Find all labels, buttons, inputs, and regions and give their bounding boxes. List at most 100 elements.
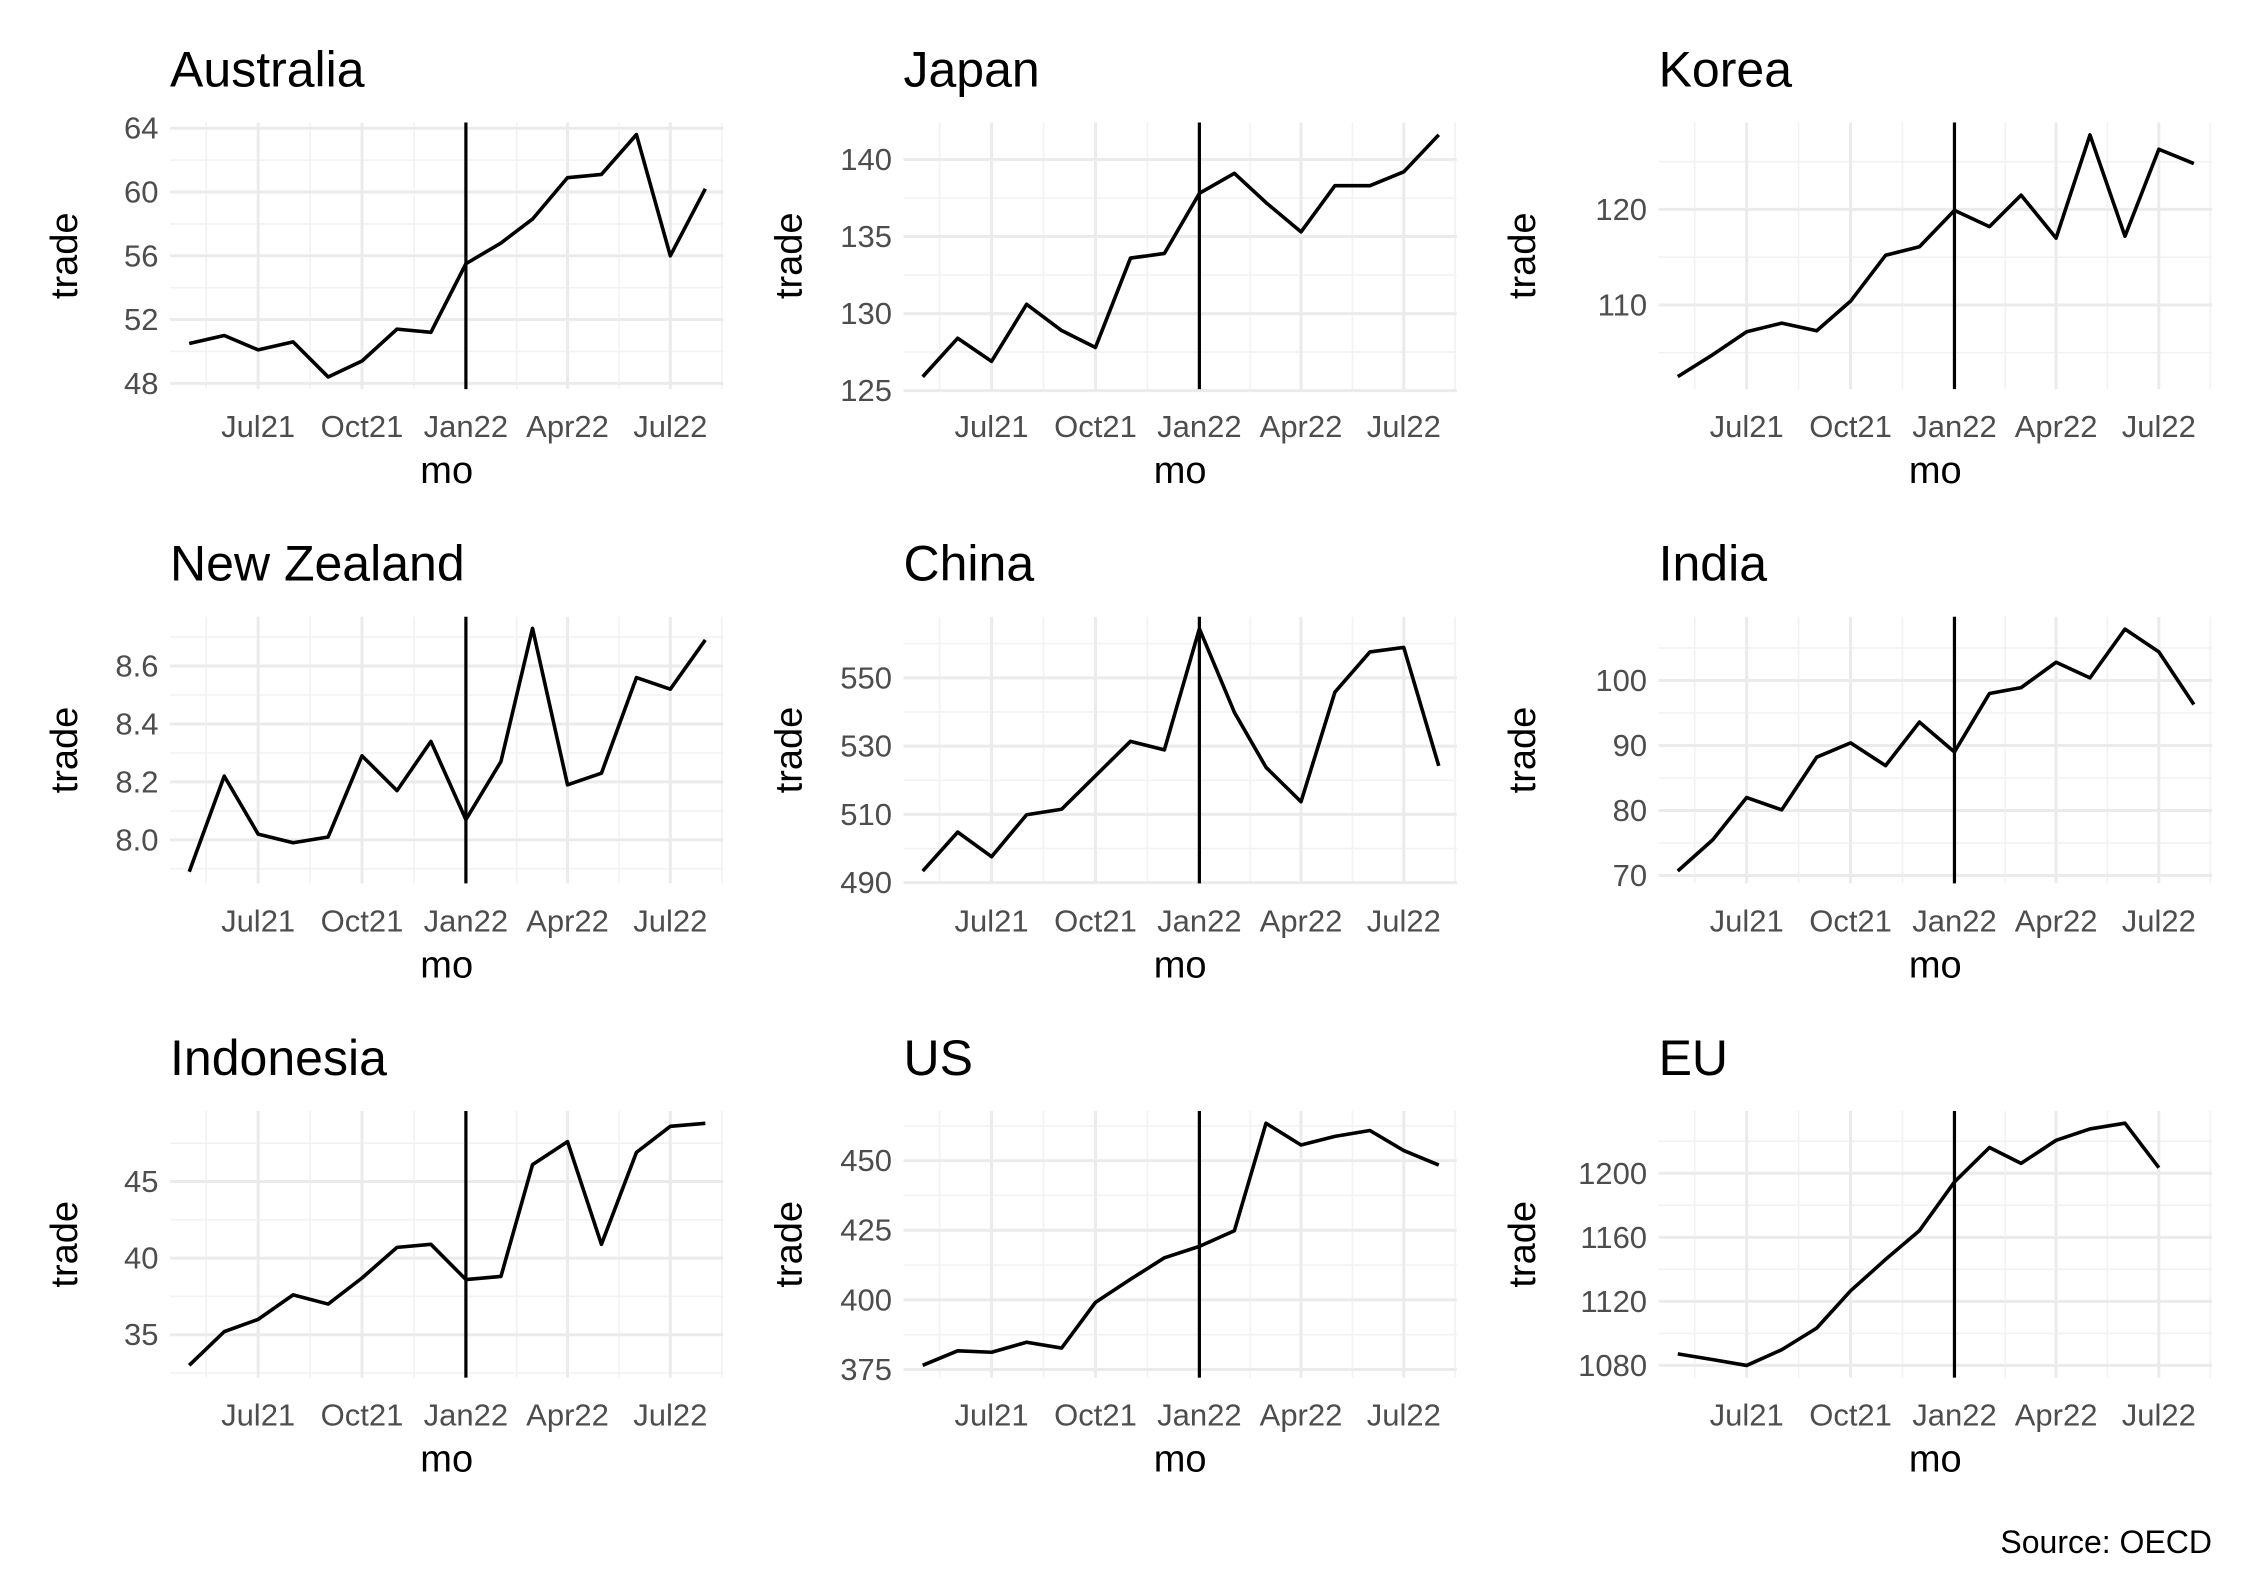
x-tick-label: Oct21 xyxy=(1054,1398,1137,1433)
y-tick-label: 40 xyxy=(124,1241,158,1276)
x-axis-title: mo xyxy=(1154,944,1207,986)
y-tick-label: 140 xyxy=(840,142,892,177)
x-tick-label: Jul21 xyxy=(955,1398,1029,1433)
x-axis-title: mo xyxy=(1154,1439,1207,1481)
y-tick-label: 8.0 xyxy=(115,822,158,857)
panel-title: US xyxy=(904,1030,973,1086)
panel: Jul21 Oct21 Jan22 Apr22 Jul22 125 130 135 140 Jap… xyxy=(769,41,1457,492)
panel-title: India xyxy=(1659,536,1768,592)
x-tick-label: Oct21 xyxy=(1809,409,1892,444)
panel: Jul21 Oct21 Jan22 Apr22 Jul22 8.0 8.2 8.4 8.6 New… xyxy=(44,536,724,986)
y-axis-title: trade xyxy=(1502,1201,1544,1288)
x-tick-label: Jul22 xyxy=(2122,903,2196,938)
y-tick-label: 110 xyxy=(1598,287,1647,322)
x-tick-label: Jul22 xyxy=(633,409,707,444)
y-tick-label: 125 xyxy=(840,373,892,408)
data-line xyxy=(187,1121,706,1367)
x-axis-title: mo xyxy=(420,1439,473,1481)
x-tick-label: Apr22 xyxy=(2015,903,2098,938)
x-axis-title: mo xyxy=(420,944,473,986)
x-tick-label: Jul22 xyxy=(633,1398,707,1433)
panel-title: China xyxy=(904,536,1035,592)
x-axis-title: mo xyxy=(1154,450,1207,492)
x-axis-title: mo xyxy=(1909,450,1962,492)
y-axis-title: trade xyxy=(44,707,86,794)
x-tick-label: Jul22 xyxy=(2122,409,2196,444)
x-tick-label: Jul22 xyxy=(2122,1398,2196,1433)
y-tick-label: 1080 xyxy=(1578,1348,1647,1383)
y-axis-title: trade xyxy=(1502,212,1544,299)
x-tick-label: Jul21 xyxy=(1710,903,1784,938)
panel-title: New Zealand xyxy=(170,536,465,592)
y-tick-label: 550 xyxy=(840,660,892,695)
x-tick-label: Jul21 xyxy=(1710,409,1784,444)
panel: Jul21 Oct21 Jan22 Apr22 Jul22 35 40 45 Indonesia… xyxy=(44,1030,724,1481)
data-line xyxy=(922,1121,1440,1368)
data-line xyxy=(921,626,1441,873)
y-axis-title: trade xyxy=(769,212,811,299)
caption: Source: OECD xyxy=(2000,1524,2212,1560)
x-axis-title: mo xyxy=(1909,1439,1962,1481)
x-tick-label: Oct21 xyxy=(1809,1398,1892,1433)
data-line xyxy=(921,133,1441,378)
y-axis-title: trade xyxy=(1502,707,1544,794)
y-tick-label: 64 xyxy=(124,111,158,146)
x-tick-label: Jan22 xyxy=(424,1398,508,1433)
y-tick-label: 1120 xyxy=(1580,1284,1647,1319)
y-axis-title: trade xyxy=(44,1201,86,1288)
y-tick-label: 48 xyxy=(124,366,158,401)
x-tick-label: Jul21 xyxy=(955,903,1029,938)
x-tick-label: Apr22 xyxy=(1260,409,1343,444)
x-tick-label: Apr22 xyxy=(2015,1398,2098,1433)
y-tick-label: 70 xyxy=(1613,858,1647,893)
x-tick-label: Jan22 xyxy=(1912,903,1996,938)
y-tick-label: 56 xyxy=(124,238,158,273)
panel-title: Korea xyxy=(1659,41,1793,97)
x-tick-label: Apr22 xyxy=(526,409,609,444)
x-tick-label: Jan22 xyxy=(1157,1398,1241,1433)
y-tick-label: 80 xyxy=(1613,793,1647,828)
data-line xyxy=(187,626,707,873)
panel-title: EU xyxy=(1659,1030,1728,1086)
y-tick-label: 530 xyxy=(840,729,892,764)
x-tick-label: Jan22 xyxy=(424,409,508,444)
y-tick-label: 510 xyxy=(840,797,892,832)
y-tick-label: 400 xyxy=(840,1282,892,1317)
x-tick-label: Jul21 xyxy=(221,1398,295,1433)
x-axis-title: mo xyxy=(1909,944,1962,986)
y-tick-label: 1200 xyxy=(1578,1156,1647,1191)
x-tick-label: Jan22 xyxy=(1157,409,1241,444)
x-tick-label: Oct21 xyxy=(1809,903,1892,938)
data-line xyxy=(1676,627,2196,873)
y-tick-label: 425 xyxy=(840,1213,892,1248)
y-tick-label: 490 xyxy=(840,865,892,900)
y-tick-label: 60 xyxy=(124,175,158,210)
x-tick-label: Oct21 xyxy=(321,1398,404,1433)
x-tick-label: Jul22 xyxy=(1367,409,1441,444)
x-tick-label: Apr22 xyxy=(526,903,609,938)
x-tick-label: Apr22 xyxy=(526,1398,609,1433)
x-tick-label: Jul22 xyxy=(1367,903,1441,938)
x-tick-label: Oct21 xyxy=(321,409,404,444)
y-tick-label: 450 xyxy=(840,1143,892,1178)
panel: Jul21 Oct21 Jan22 Apr22 Jul22 110 120 Korea mo tr… xyxy=(1502,41,2212,492)
y-tick-label: 120 xyxy=(1595,192,1647,227)
x-axis-title: mo xyxy=(420,450,473,492)
y-tick-label: 45 xyxy=(124,1164,158,1199)
x-tick-label: Jan22 xyxy=(1912,1398,1996,1433)
x-tick-label: Jul22 xyxy=(633,903,707,938)
panel: Jul21 Oct21 Jan22 Apr22 Jul22 70 80 90 100 India m… xyxy=(1502,536,2212,986)
panel: Jul21 Oct21 Jan22 Apr22 Jul22 48 52 56 60 64 Austr… xyxy=(44,41,724,492)
y-tick-label: 35 xyxy=(124,1317,158,1352)
x-tick-label: Apr22 xyxy=(1260,903,1343,938)
y-tick-label: 8.2 xyxy=(115,764,158,799)
panel: Jul21 Oct21 Jan22 Apr22 Jul22 490 510 530 550 Chi… xyxy=(769,536,1457,986)
y-axis-title: trade xyxy=(769,1201,811,1288)
x-tick-label: Oct21 xyxy=(1054,409,1137,444)
y-tick-label: 375 xyxy=(840,1352,892,1387)
y-tick-label: 1160 xyxy=(1580,1220,1647,1255)
x-tick-label: Jul22 xyxy=(1367,1398,1441,1433)
data-line xyxy=(1677,1121,2161,1368)
panel-title: Japan xyxy=(904,41,1040,97)
